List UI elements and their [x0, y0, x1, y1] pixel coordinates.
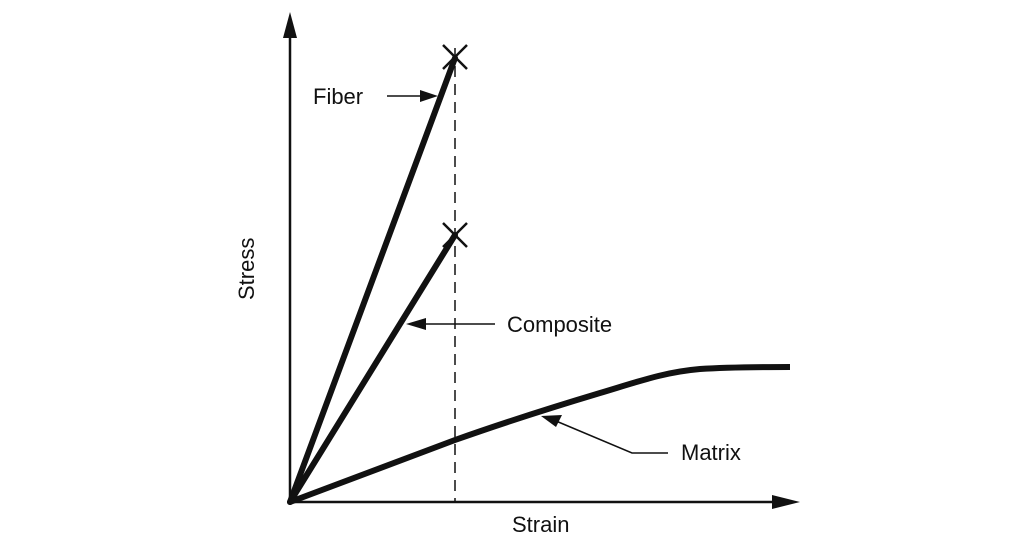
matrix-pointer-arrow-icon	[541, 415, 668, 454]
fiber-curve	[287, 55, 458, 505]
left-margin	[0, 0, 230, 538]
y-axis	[283, 12, 297, 503]
matrix-curve	[288, 364, 791, 505]
y-axis-arrow-icon	[283, 12, 297, 38]
y-axis-label: Stress	[234, 237, 259, 300]
x-axis	[289, 495, 800, 509]
x-axis-arrow-icon	[772, 495, 800, 509]
composite-failure-x-icon	[442, 222, 468, 248]
composite-pointer-arrow-icon	[406, 318, 495, 330]
matrix-label: Matrix	[681, 440, 741, 465]
fiber-pointer-arrow-icon	[387, 90, 438, 102]
right-margin	[794, 0, 1024, 538]
x-axis-label: Strain	[512, 512, 570, 537]
fiber-failure-x-icon	[442, 44, 468, 70]
composite-curve	[287, 232, 458, 505]
fiber-label: Fiber	[313, 84, 364, 109]
composite-label: Composite	[507, 312, 613, 337]
